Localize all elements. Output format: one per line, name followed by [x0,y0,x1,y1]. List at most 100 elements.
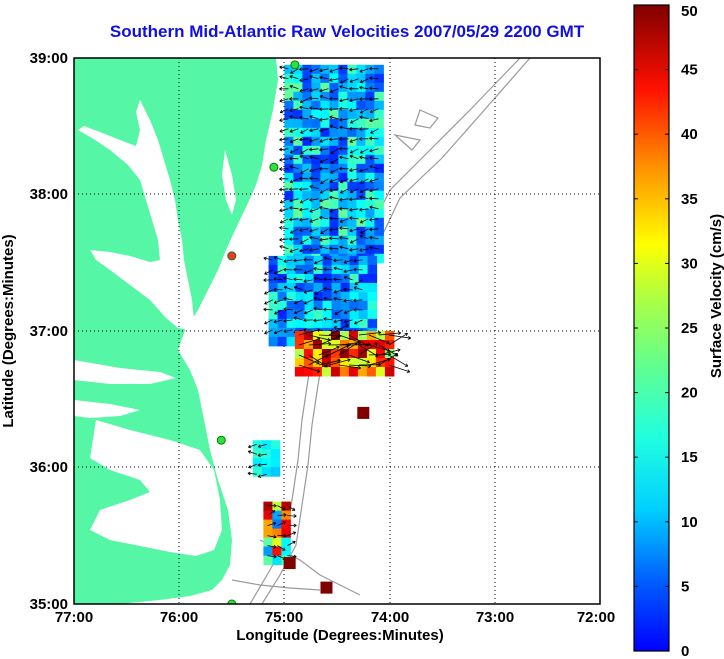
velocity-arrow [267,545,277,548]
velocity-cell [302,82,312,93]
velocity-arrow-head [303,259,307,262]
velocity-arrow-head [273,321,277,324]
velocity-cell [286,300,297,311]
velocity-arrow-head [323,318,327,321]
velocity-cell [321,358,332,368]
velocity-arrow [360,78,369,83]
velocity-arrow [289,138,299,143]
velocity-arrow-head [369,86,373,89]
velocity-arrow [349,155,359,160]
velocity-arrow-head [319,166,323,170]
velocity-cell [311,118,321,129]
velocity-arrow-head [299,199,303,203]
velocity-cell [320,226,330,237]
velocity-cell [283,557,296,570]
velocity-arrow [369,137,379,140]
velocity-arrow-head [343,287,347,290]
velocity-arrow [360,108,369,114]
velocity-arrow [289,128,299,133]
velocity-arrow [329,68,339,73]
lon-tick: 74:00 [371,609,409,626]
velocity-arrow [264,289,273,295]
velocity-arrow [343,259,353,264]
velocity-arrow-head [283,286,287,290]
velocity-arrow-head [273,278,277,281]
velocity-arrow-head [279,120,283,122]
velocity-arrow-head [309,185,313,189]
lon-tick: 72:00 [577,609,615,626]
velocity-arrow [300,148,309,154]
velocity-cell [312,349,323,359]
velocity-arrow-head [289,251,293,253]
velocity-arrow-head [337,336,340,340]
velocity-arrow-head [313,268,317,271]
velocity-arrow-head [369,165,373,167]
velocity-arrow [349,108,359,111]
velocity-arrow [323,288,333,291]
velocity-arrow-head [319,76,323,80]
velocity-arrow-head [349,170,353,173]
velocity-arrow-head [343,289,347,292]
velocity-arrow-head [359,85,363,88]
velocity-arrow-head [283,547,286,551]
velocity-arrow [279,245,289,250]
velocity-cell [365,226,375,237]
velocity-cell [340,318,351,329]
velocity-arrow [293,317,303,321]
velocity-cell [293,226,303,237]
velocity-cell [311,163,321,174]
velocity-arrow-head [299,99,303,103]
velocity-arrow-head [289,85,293,89]
velocity-arrow-head [309,211,313,213]
velocity-cell [331,282,342,293]
velocity-arrow [267,510,276,516]
velocity-arrow [299,228,309,231]
velocity-arrow [359,248,369,251]
velocity-cell [366,358,377,368]
velocity-arrow-head [309,140,313,143]
velocity-arrow [343,276,353,281]
velocity-cell [338,100,348,111]
velocity-arrow-head [339,86,343,89]
velocity-cell [272,519,282,530]
velocity-cell [375,367,386,377]
velocity-cell [338,127,348,138]
velocity-arrow-head [323,296,327,299]
velocity-cell [374,91,384,102]
velocity-cell [277,300,288,311]
velocity-arrow [309,97,319,100]
velocity-arrow-head [339,245,343,248]
velocity-cell [284,127,294,138]
velocity-arrow [378,344,399,357]
velocity-arrow [309,218,319,223]
velocity-arrow [339,98,349,102]
velocity-arrow [359,68,369,73]
velocity-arrow-head [273,277,277,280]
velocity-arrow-head [323,317,327,319]
velocity-arrow-head [319,200,323,203]
velocity-arrow-head [293,514,297,517]
velocity-arrow-head [283,276,287,278]
velocity-cell [294,367,305,377]
velocity-arrow-head [349,249,353,252]
velocity-arrow [300,198,309,204]
velocity-arrow-head [279,109,283,113]
velocity-arrow [348,343,371,346]
velocity-arrow-head [339,206,343,210]
velocity-arrow [319,118,329,121]
velocity-arrow [283,259,293,262]
velocity-arrow-head [309,156,313,160]
velocity-arrow-head [339,156,343,160]
velocity-arrow-head [334,311,337,315]
x-axis-label: Longitude (Degrees:Minutes) [236,627,444,644]
velocity-cell [329,172,339,183]
velocity-cell [339,358,350,368]
velocity-cell [284,163,294,174]
velocity-arrow [333,289,343,293]
velocity-cell [329,136,339,147]
velocity-arrow [318,346,340,356]
velocity-cell [304,264,315,275]
velocity-arrow-head [325,364,328,368]
velocity-cell [339,331,350,341]
velocity-arrow-head [273,510,276,514]
